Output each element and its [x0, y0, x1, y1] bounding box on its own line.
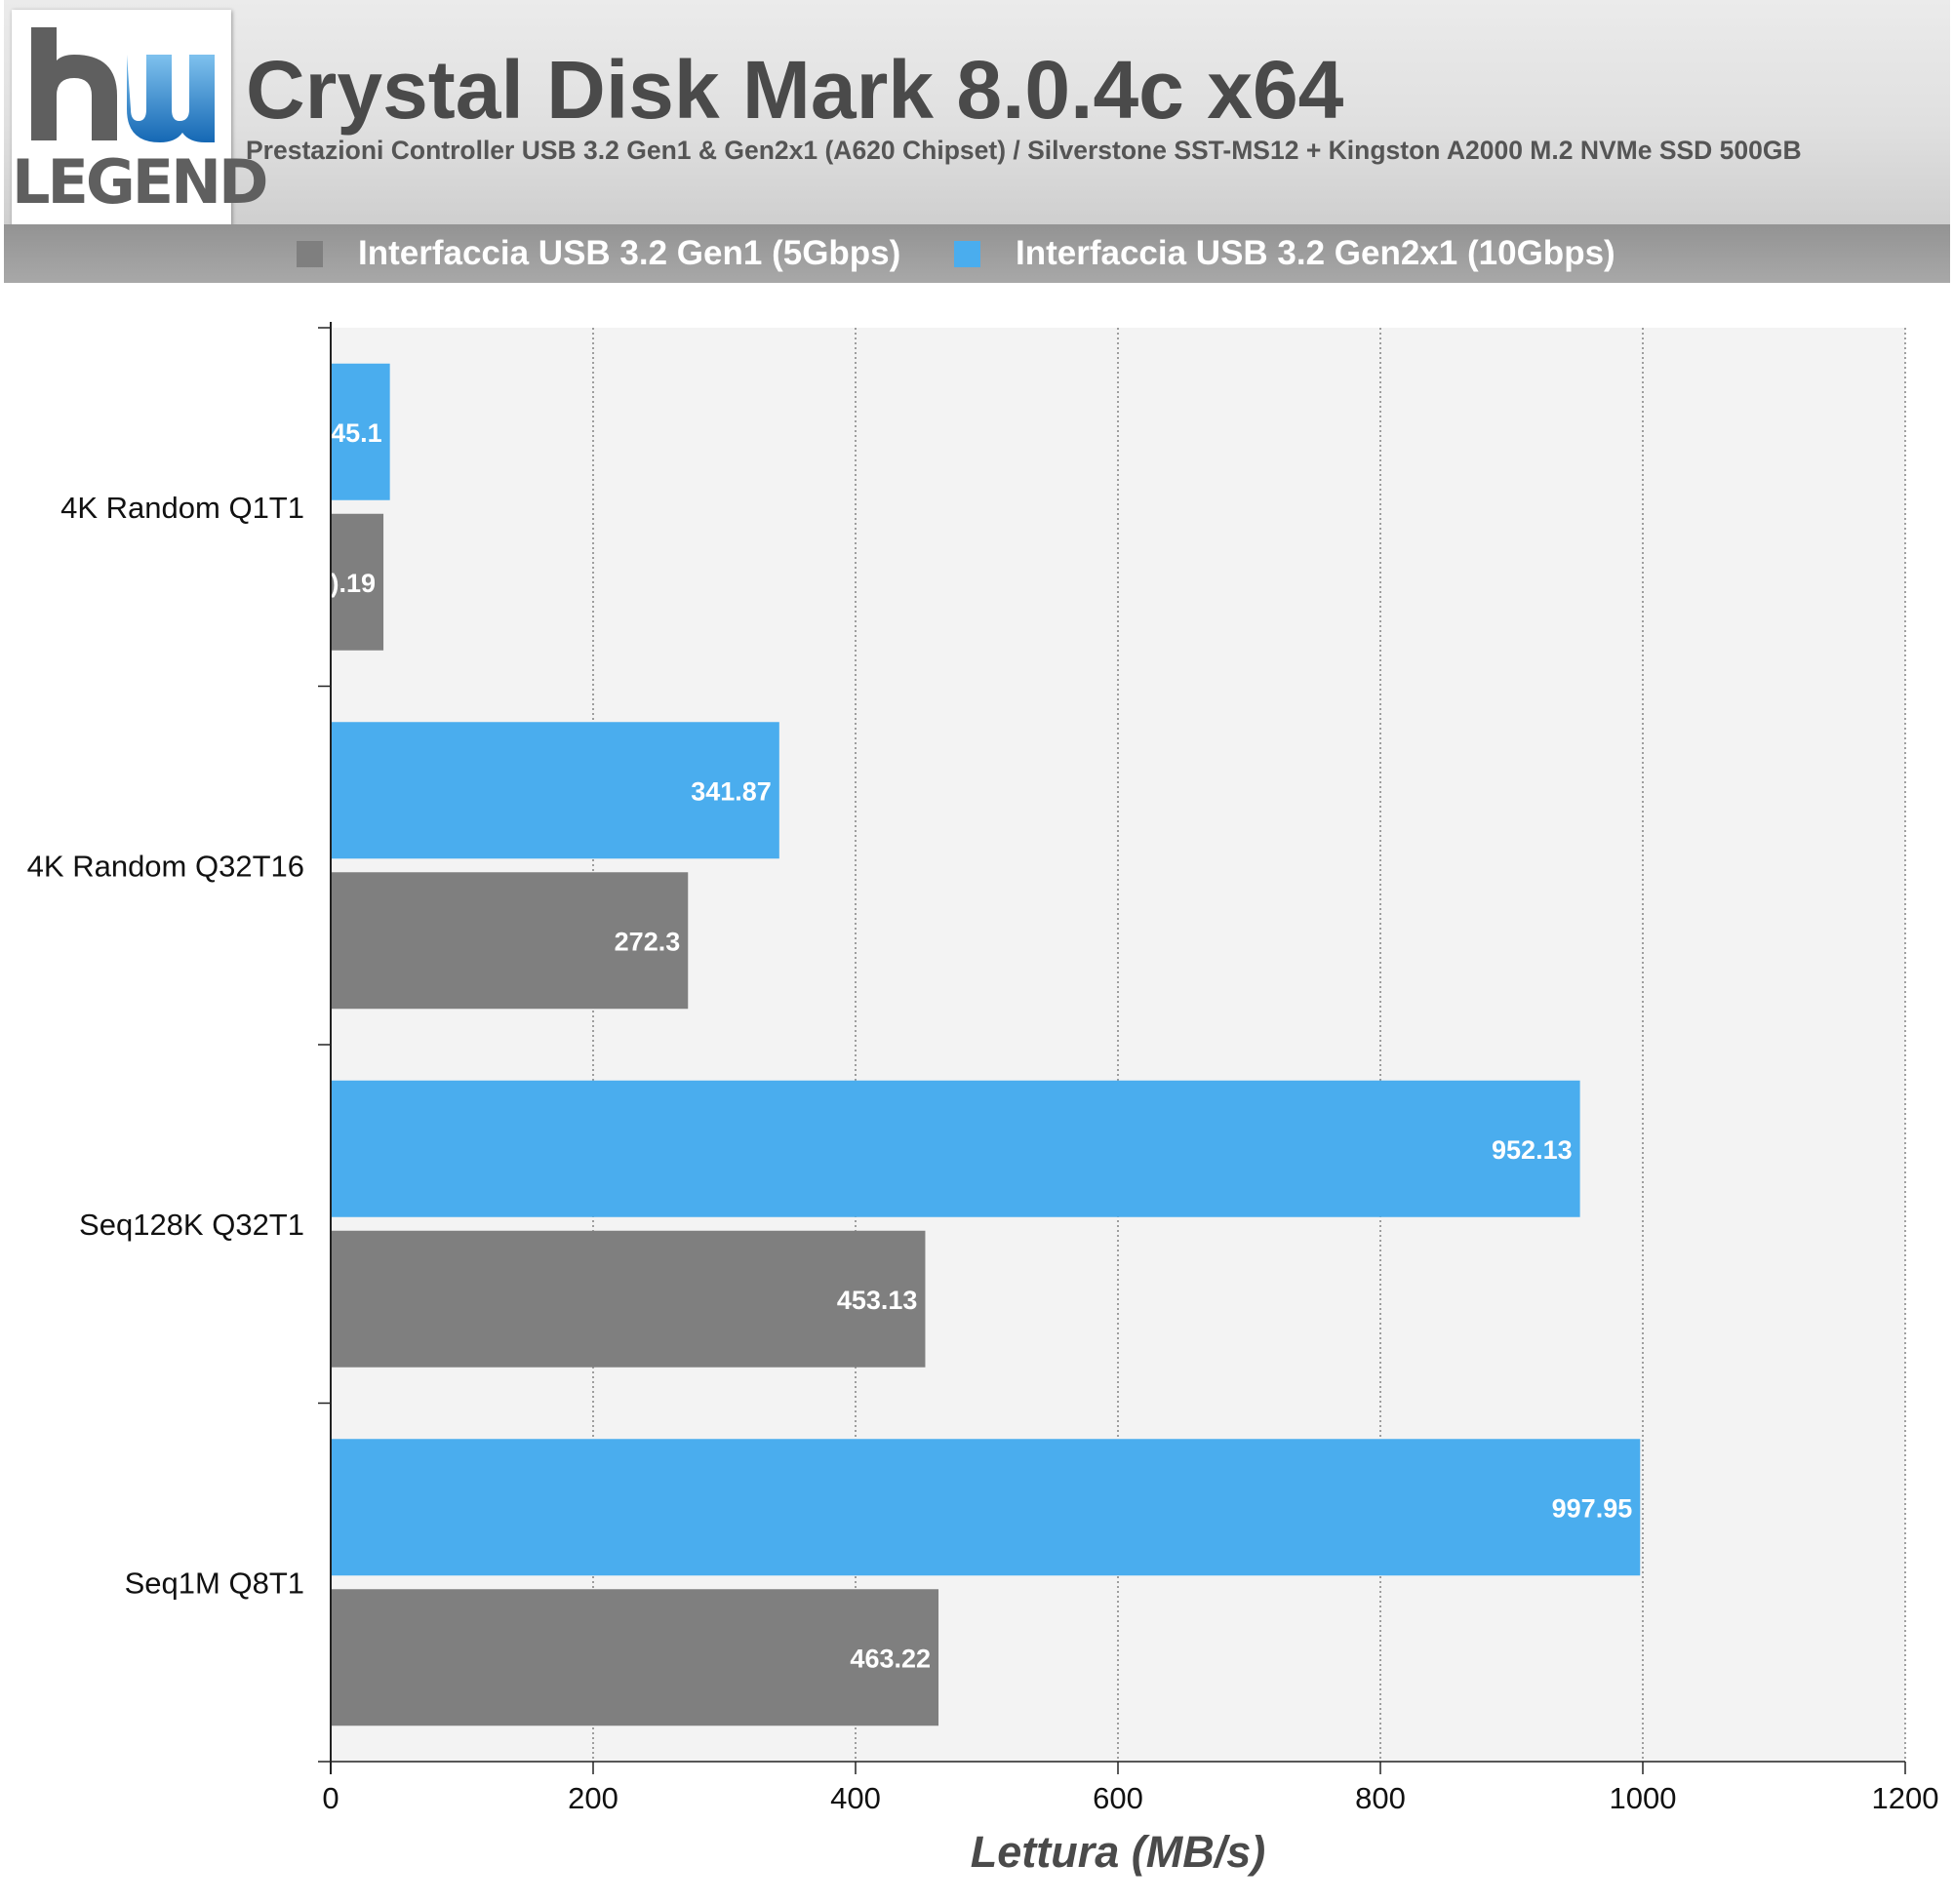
bar-value-label: 453.13 — [837, 1286, 918, 1315]
bar-value-label: ).19 — [331, 569, 377, 598]
bar — [331, 1589, 939, 1726]
legend-item-gen1: Interfaccia USB 3.2 Gen1 (5Gbps) — [297, 224, 900, 283]
bar-value-label: 463.22 — [850, 1644, 931, 1673]
category-label: Seq128K Q32T1 — [79, 1208, 304, 1242]
bar-value-label: 997.95 — [1552, 1493, 1633, 1523]
legend-label-gen2x1: Interfaccia USB 3.2 Gen2x1 (10Gbps) — [1016, 234, 1615, 272]
category-label: 4K Random Q32T16 — [27, 849, 304, 883]
x-tick-label: 400 — [830, 1781, 881, 1815]
chart-subtitle: Prestazioni Controller USB 3.2 Gen1 & Ge… — [246, 136, 1802, 165]
x-tick-label: 600 — [1093, 1781, 1143, 1815]
x-tick-label: 1000 — [1610, 1781, 1677, 1815]
legend: Interfaccia USB 3.2 Gen1 (5Gbps) Interfa… — [4, 224, 1950, 283]
logo-wordmark: LEGEND — [12, 146, 268, 218]
x-tick-label: 1200 — [1872, 1781, 1939, 1815]
x-tick-label: 200 — [568, 1781, 618, 1815]
bar-value-label: 272.3 — [615, 927, 681, 956]
legend-item-gen2x1: Interfaccia USB 3.2 Gen2x1 (10Gbps) — [954, 224, 1615, 283]
bar — [331, 1230, 926, 1368]
bar-value-label: 341.87 — [691, 776, 772, 806]
legend-swatch-gen1 — [297, 240, 323, 267]
legend-swatch-gen2x1 — [954, 240, 980, 267]
category-label: Seq1M Q8T1 — [125, 1566, 304, 1600]
bar — [331, 1439, 1641, 1576]
category-label: 4K Random Q1T1 — [60, 491, 304, 525]
hw-legend-logo-icon — [31, 27, 215, 142]
x-tick-label: 0 — [322, 1781, 339, 1815]
legend-label-gen1: Interfaccia USB 3.2 Gen1 (5Gbps) — [358, 234, 901, 272]
x-axis-title: Lettura (MB/s) — [971, 1827, 1266, 1877]
bar — [331, 872, 689, 1010]
chart-header — [4, 0, 1950, 224]
bar — [331, 513, 384, 651]
bar-value-label: 952.13 — [1492, 1135, 1573, 1165]
bar — [331, 1080, 1580, 1217]
bar — [331, 363, 390, 500]
bar — [331, 722, 779, 859]
chart-title: Crystal Disk Mark 8.0.4c x64 — [246, 44, 1344, 136]
site-logo: LEGEND — [12, 10, 268, 226]
x-tick-label: 800 — [1355, 1781, 1406, 1815]
bar-value-label: 45.1 — [331, 418, 382, 448]
